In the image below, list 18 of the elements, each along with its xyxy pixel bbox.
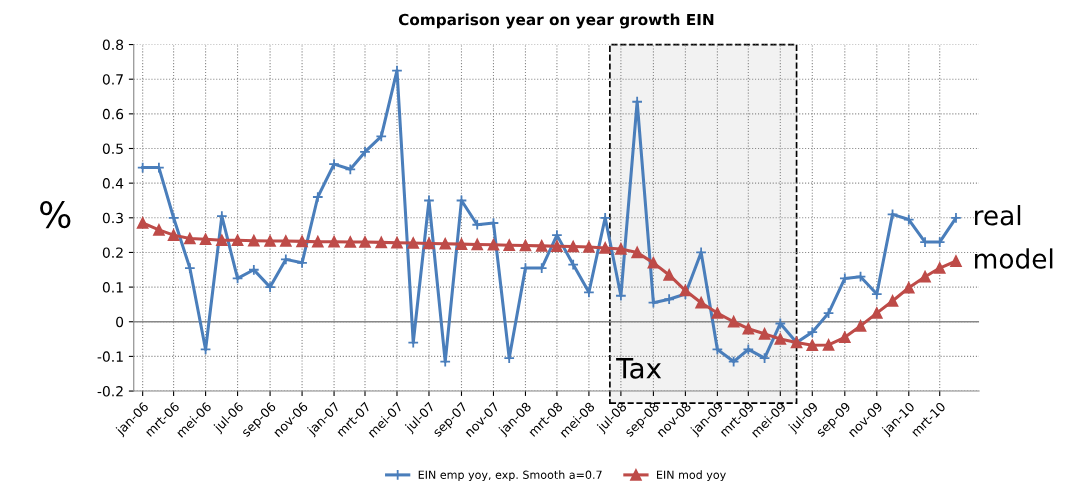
y-tick-label: -0.1 [97, 351, 123, 362]
y-tick-label: 0.5 [102, 143, 123, 154]
y-tick-label: 0.2 [102, 247, 123, 258]
y-tick-label: 0.3 [102, 212, 123, 224]
y-tick-label: 0.6 [102, 108, 124, 120]
annotation: model [975, 248, 1053, 269]
annotation: real [975, 205, 1021, 226]
legend-label: EIN mod yoy [657, 470, 726, 482]
y-axis-title: % [40, 200, 71, 229]
y-tick-label: 0 [116, 316, 124, 328]
y-tick-label: 0.7 [102, 74, 123, 85]
band-label: Tax [616, 358, 662, 379]
legend-label: EIN emp yoy, exp. Smooth a=0.7 [418, 470, 602, 482]
chart-title: Comparison year on year growth EIN [398, 13, 714, 29]
y-tick-label: 0.4 [102, 178, 124, 189]
y-tick-label: -0.2 [97, 386, 123, 397]
y-tick-label: 0.1 [102, 282, 123, 293]
y-tick-label: 0.8 [102, 39, 124, 51]
